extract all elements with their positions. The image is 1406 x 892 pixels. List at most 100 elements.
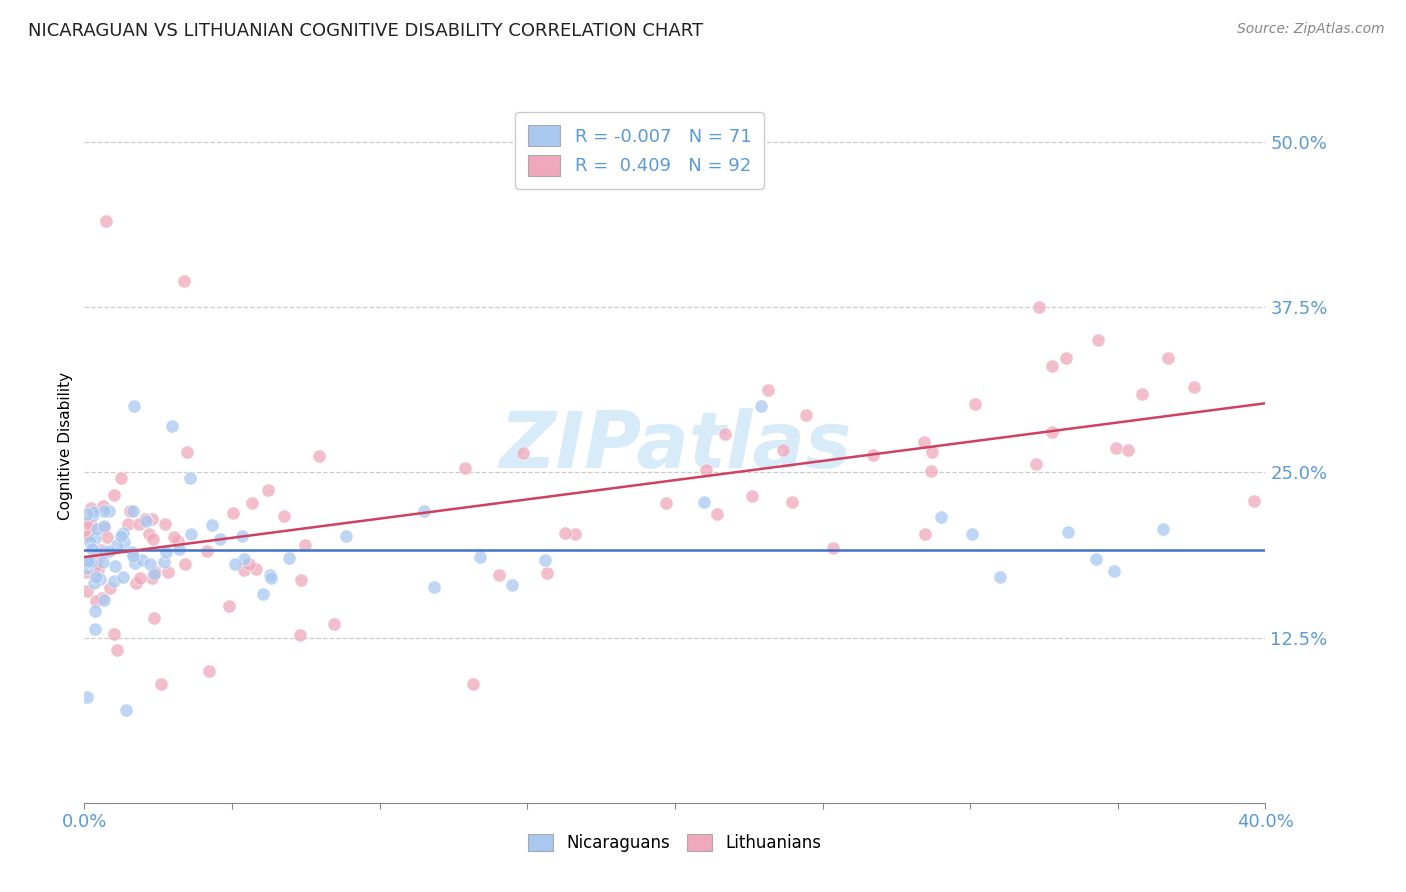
Point (143, 567, 166, 582)
Point (179, 471, 201, 485)
Point (84, 531, 107, 545)
Point (76, 690, 98, 704)
Point (141, 512, 163, 526)
Point (134, 512, 156, 526)
Point (1028, 300, 1050, 314)
Point (501, 578, 523, 592)
Point (468, 549, 491, 564)
Point (290, 573, 312, 587)
Point (125, 576, 148, 591)
Point (97, 544, 120, 558)
Point (1105, 441, 1128, 455)
Point (176, 444, 198, 458)
Point (921, 445, 943, 459)
Point (155, 545, 177, 559)
Point (259, 571, 281, 585)
Point (76, 561, 98, 575)
Point (412, 504, 434, 518)
Point (82, 542, 104, 557)
Point (252, 586, 274, 600)
Point (242, 496, 264, 510)
Point (141, 571, 163, 585)
Point (93, 504, 115, 518)
Point (233, 563, 256, 577)
Point (156, 565, 179, 579)
Point (988, 570, 1011, 584)
Point (110, 529, 132, 543)
Point (152, 556, 174, 570)
Legend: Nicaraguans, Lithuanians: Nicaraguans, Lithuanians (522, 827, 828, 859)
Point (80, 518, 103, 533)
Point (198, 664, 221, 678)
Point (180, 526, 202, 541)
Point (741, 489, 763, 503)
Point (149, 677, 172, 691)
Point (962, 526, 984, 541)
Point (76, 565, 98, 579)
Point (1152, 523, 1174, 537)
Point (278, 550, 301, 565)
Point (536, 566, 558, 580)
Point (98, 504, 121, 518)
Point (117, 517, 139, 532)
Y-axis label: Cognitive Disability: Cognitive Disability (58, 372, 73, 520)
Point (135, 514, 157, 528)
Point (1104, 564, 1126, 578)
Point (1130, 387, 1153, 401)
Point (77, 554, 100, 568)
Point (209, 532, 232, 546)
Point (93, 521, 115, 535)
Point (104, 559, 127, 574)
Point (920, 464, 942, 478)
Point (128, 517, 150, 532)
Point (84, 622, 107, 636)
Point (1040, 359, 1063, 373)
Point (914, 527, 936, 541)
Point (91, 555, 114, 569)
Point (564, 526, 586, 541)
Point (138, 527, 160, 541)
Point (1243, 493, 1265, 508)
Point (714, 427, 737, 442)
Point (1040, 425, 1063, 440)
Point (122, 549, 145, 564)
Point (103, 488, 125, 502)
Point (96, 531, 118, 545)
Point (91, 591, 114, 605)
Point (772, 443, 794, 458)
Point (162, 530, 184, 544)
Point (79, 534, 101, 549)
Point (103, 574, 125, 588)
Point (912, 434, 935, 449)
Text: NICARAGUAN VS LITHUANIAN COGNITIVE DISABILITY CORRELATION CHART: NICARAGUAN VS LITHUANIAN COGNITIVE DISAB… (28, 22, 703, 40)
Point (143, 566, 166, 580)
Point (169, 541, 191, 556)
Point (173, 274, 195, 288)
Point (222, 506, 245, 520)
Point (655, 495, 678, 509)
Point (91, 499, 114, 513)
Point (693, 495, 716, 509)
Point (218, 599, 240, 614)
Point (224, 557, 246, 571)
Point (143, 611, 166, 625)
Point (131, 553, 153, 567)
Point (86, 553, 108, 567)
Point (112, 534, 135, 549)
Point (80, 555, 103, 569)
Point (488, 567, 510, 582)
Point (121, 544, 143, 558)
Point (105, 642, 128, 657)
Point (862, 449, 884, 463)
Point (82, 505, 104, 519)
Point (201, 517, 224, 532)
Point (823, 541, 845, 555)
Point (422, 580, 444, 594)
Point (233, 552, 256, 566)
Point (89, 572, 111, 586)
Point (245, 562, 267, 576)
Point (79, 528, 101, 542)
Point (308, 449, 330, 463)
Point (174, 558, 197, 572)
Point (112, 525, 135, 540)
